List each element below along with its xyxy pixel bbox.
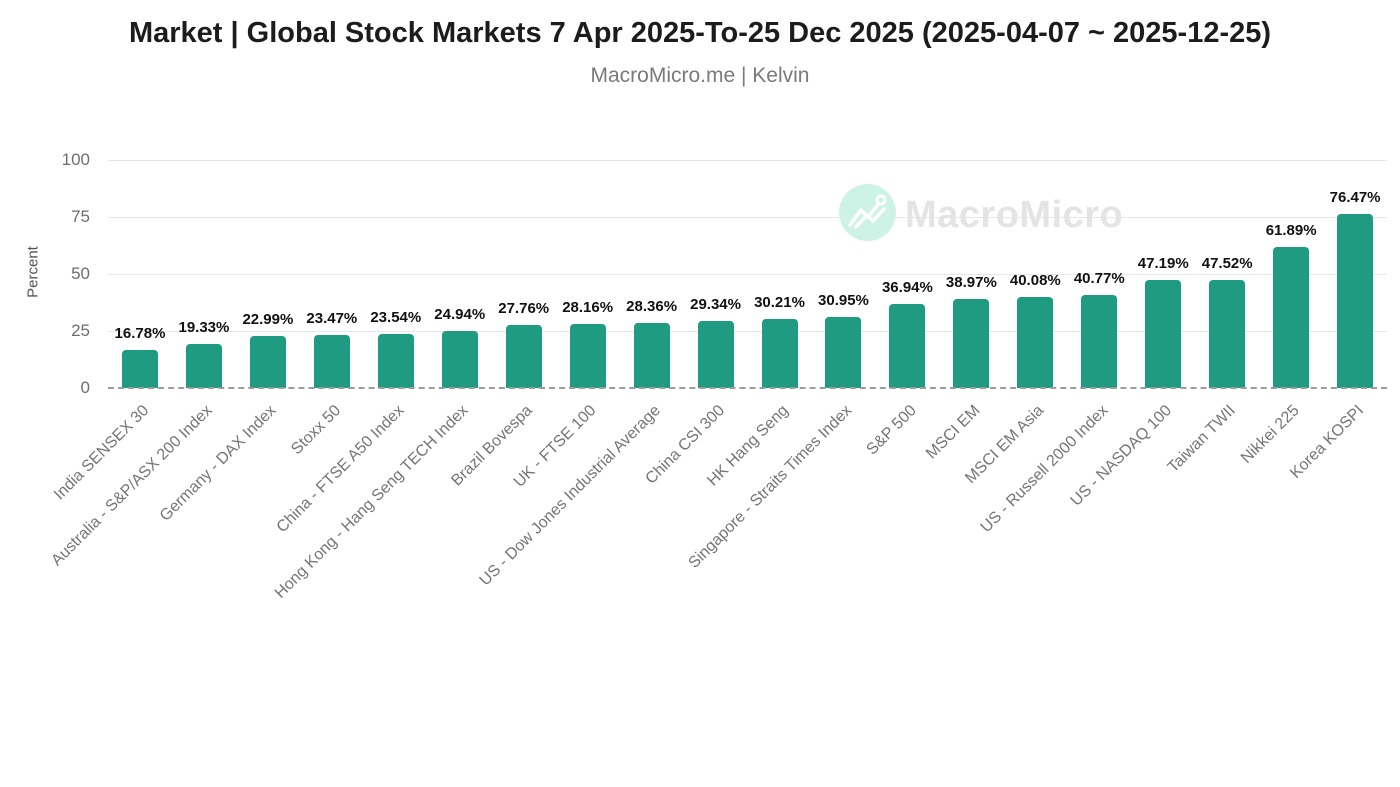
bar-slot: 38.97% MSCI EM (923, 160, 1003, 462)
bar-slot: 76.47% Korea KOSPI (1287, 160, 1387, 482)
bar-value-label: 22.99% (242, 310, 294, 328)
bar-slot: 16.78% India SENSEX 30 (51, 160, 172, 504)
bar-slot: 22.99% Germany - DAX Index (157, 160, 300, 525)
bar-slot: 23.54% China - FTSE A50 Index (274, 160, 428, 536)
bar-value-label: 30.21% (754, 294, 805, 312)
bar-value-label: 76.47% (1329, 188, 1381, 206)
bar-value-label: 28.16% (562, 298, 614, 316)
bar-Hong Kong - Hang Seng TECH Index (441, 331, 478, 388)
bar-value-label: 23.54% (370, 309, 422, 327)
bar-slot: 28.36% US - Dow Jones Industrial Average (476, 160, 684, 589)
bar-Singapore - Straits Times Index (825, 317, 862, 388)
bar-value-label: 40.77% (1073, 270, 1125, 288)
x-axis-label: Nikkei 225 (1238, 402, 1304, 467)
bar-Nikkei 225 (1273, 246, 1310, 388)
chart-subtitle: MacroMicro.me | Kelvin (590, 64, 810, 88)
bar-slot: 29.34% China CSI 300 (642, 160, 748, 487)
bar-slot: 24.94% Hong Kong - Hang Seng TECH Index (272, 160, 492, 602)
plot-area: 16.78% India SENSEX 30 19.33% Australia - S… (49, 160, 1387, 602)
y-tick-label-50: 50 (71, 264, 90, 283)
bar-MSCI EM Asia (1017, 296, 1054, 388)
bar-S&P 500 (889, 303, 926, 388)
x-axis-label: S&P 500 (862, 402, 920, 459)
gridline-25 (108, 331, 1387, 332)
x-axis-label: Stoxx 50 (287, 402, 344, 459)
y-tick-label-0: 0 (80, 378, 90, 397)
gridline-100 (108, 160, 1387, 161)
bar-slot: 47.52% Taiwan TWII (1165, 160, 1259, 476)
bar-slot: 30.21% HK Hang Seng (704, 160, 812, 489)
bar-value-label: 27.76% (498, 299, 550, 317)
bar-slot: 61.89% Nikkei 225 (1238, 160, 1323, 467)
bar-US - Russell 2000 Index (1081, 295, 1118, 388)
bar-Korea KOSPI (1337, 213, 1374, 388)
bar-slot: 36.94% S&P 500 (863, 160, 939, 459)
bar-value-label: 30.95% (818, 292, 869, 310)
bar-slot: 28.16% UK - FTSE 100 (511, 160, 620, 491)
bar-MSCI EM (953, 299, 990, 388)
bar-Australia - S&P/ASX 200 Index (185, 343, 222, 388)
gridline-75 (108, 217, 1387, 218)
bar-value-label: 16.78% (114, 324, 166, 342)
bar-US - NASDAQ 100 (1145, 280, 1182, 388)
bar-value-label: 28.36% (626, 298, 678, 316)
x-axis-label: MSCI EM (922, 402, 984, 463)
bar-value-label: 61.89% (1265, 221, 1317, 239)
bar-Brazil Bovespa (505, 324, 542, 388)
y-tick-label-75: 75 (71, 207, 90, 226)
bar-US - Dow Jones Industrial Average (633, 323, 670, 388)
bar-slot: 30.95% Singapore - Straits Times Index (686, 160, 875, 571)
bar-China - FTSE A50 Index (377, 334, 414, 388)
bar-slot: 40.08% MSCI EM Asia (962, 160, 1067, 487)
bar-slot: 47.19% US - NASDAQ 100 (1068, 160, 1195, 509)
gridline-50 (108, 274, 1387, 275)
y-tick-label-25: 25 (71, 321, 90, 340)
bar-slot: 23.47% Stoxx 50 (288, 160, 364, 459)
bar-value-label: 23.47% (306, 309, 358, 327)
bar-Stoxx 50 (313, 334, 350, 388)
bar-China CSI 300 (697, 321, 734, 388)
bar-value-label: 47.19% (1137, 255, 1189, 273)
chart-title: Market | Global Stock Markets 7 Apr 2025… (128, 17, 1272, 49)
bar-value-label: 47.52% (1201, 254, 1253, 272)
bar-Germany - DAX Index (249, 335, 286, 388)
y-axis-title: Percent (24, 246, 42, 298)
bar-slot: 40.77% US - Russell 2000 Index (977, 160, 1131, 536)
x-axis-label: Germany - DAX Index (157, 402, 280, 525)
bar-HK Hang Seng (761, 319, 798, 388)
bar-UK - FTSE 100 (569, 323, 606, 388)
x-axis-label: US - Russell 2000 Index (977, 402, 1112, 537)
y-tick-label-100: 100 (61, 150, 90, 169)
bar-value-label: 38.97% (945, 274, 997, 292)
bar-slot: 27.76% Brazil Bovespa (448, 160, 556, 490)
bar-Taiwan TWII (1209, 279, 1246, 388)
bar-value-label: 40.08% (1009, 271, 1061, 289)
bar-India SENSEX 30 (121, 349, 158, 388)
bar-value-label: 19.33% (178, 318, 230, 336)
bar-value-label: 36.94% (881, 278, 933, 296)
x-axis-label: China - FTSE A50 Index (273, 402, 408, 537)
x-axis-label: Taiwan TWII (1165, 402, 1240, 477)
zero-baseline (108, 387, 1387, 389)
bar-value-label: 24.94% (434, 306, 486, 324)
bar-value-label: 29.34% (690, 296, 741, 314)
bar-slot: 19.33% Australia - S&P/ASX 200 Index (49, 160, 236, 569)
